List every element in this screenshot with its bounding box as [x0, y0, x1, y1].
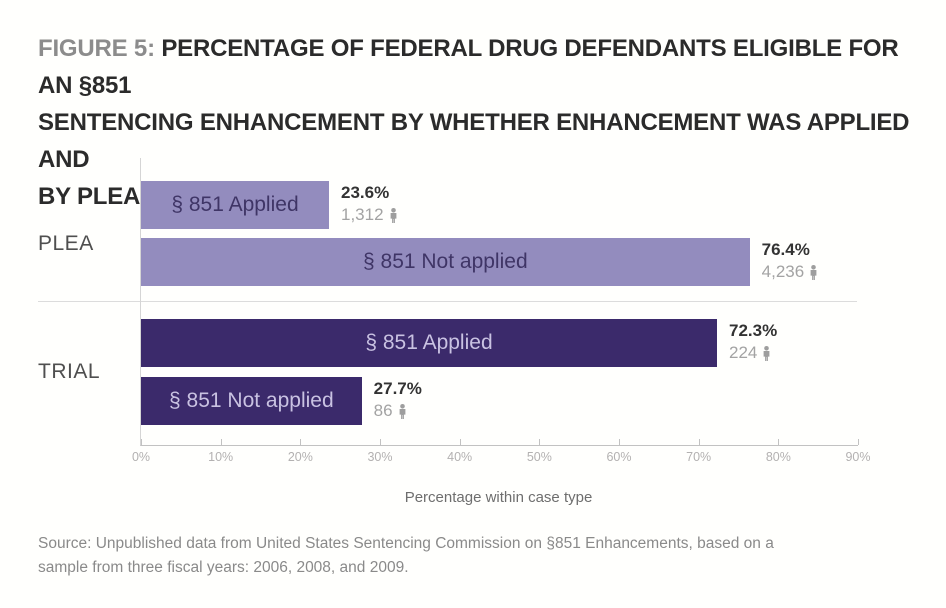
- person-icon: [810, 264, 817, 280]
- bar-plea-applied: § 851 Applied: [141, 181, 329, 229]
- group-label-trial: TRIAL: [38, 360, 101, 383]
- bar-label: § 851 Applied: [365, 331, 493, 354]
- x-axis-tick: [220, 439, 222, 445]
- bar-label: § 851 Applied: [171, 193, 299, 216]
- bar-trial-applied: § 851 Applied: [141, 319, 717, 367]
- x-axis-tick: [379, 439, 381, 445]
- bar-label: § 851 Not applied: [363, 250, 528, 273]
- percent-label: 27.7%: [373, 379, 422, 398]
- x-tick-label: 40%: [447, 450, 473, 464]
- x-tick-label: 0%: [131, 450, 151, 464]
- percent-label: 76.4%: [761, 240, 810, 259]
- count-label: 224: [729, 341, 777, 365]
- count-label: 4,236: [762, 260, 819, 284]
- x-tick-label: 20%: [287, 450, 313, 464]
- x-tick-label: 60%: [606, 450, 632, 464]
- bar-trial-not-applied: § 851 Not applied: [141, 377, 362, 425]
- bar-row-plea-applied: § 851 Applied 23.6% 1,312: [141, 181, 858, 229]
- title-line-2: SENTENCING ENHANCEMENT BY WHETHER ENHANC…: [38, 109, 910, 173]
- x-axis-tick: [459, 439, 461, 445]
- value-block: 76.4% 4,236: [762, 238, 819, 284]
- person-icon: [399, 403, 405, 419]
- bar-row-plea-not-applied: § 851 Not applied 76.4% 4,236: [141, 238, 858, 286]
- count-label: 1,312: [341, 203, 398, 227]
- person-icon: [390, 207, 396, 223]
- x-tick-label: 90%: [845, 450, 871, 464]
- bar-row-trial-not-applied: § 851 Not applied 27.7% 86: [141, 377, 858, 425]
- figure-label: FIGURE 5:: [38, 35, 155, 62]
- x-axis-tick: [698, 439, 700, 445]
- source-line-2: sample from three fiscal years: 2006, 20…: [38, 559, 409, 576]
- person-icon: [763, 345, 770, 361]
- count-label: 86: [374, 399, 422, 423]
- plot-area: § 851 Applied 23.6% 1,312 § 851 Not appl…: [132, 158, 871, 464]
- group-label-plea: PLEA: [38, 232, 94, 255]
- x-tick-label: 50%: [526, 450, 552, 464]
- percent-label: 72.3%: [728, 321, 778, 340]
- bar-label: § 851 Not applied: [169, 389, 334, 412]
- x-tick-label: 70%: [686, 450, 712, 464]
- x-axis-tick: [141, 439, 142, 445]
- source-line-1: Source: Unpublished data from United Sta…: [38, 535, 774, 552]
- x-axis-tick: [539, 439, 541, 445]
- bar-plea-not-applied: § 851 Not applied: [141, 238, 750, 286]
- source-note: Source: Unpublished data from United Sta…: [38, 532, 918, 580]
- x-axis-tick: [778, 439, 780, 445]
- title-line-1: FIGURE 5: PERCENTAGE OF FEDERAL DRUG DEF…: [38, 30, 918, 104]
- percent-label: 23.6%: [341, 183, 390, 202]
- value-block: 27.7% 86: [374, 377, 422, 423]
- bar-row-trial-applied: § 851 Applied 72.3% 224: [141, 319, 858, 367]
- x-axis-caption: Percentage within case type: [404, 489, 593, 506]
- value-block: 23.6% 1,312: [341, 181, 398, 227]
- value-block: 72.3% 224: [729, 319, 777, 365]
- x-axis-tick: [858, 439, 859, 445]
- x-tick-label: 80%: [765, 450, 791, 464]
- x-tick-label: 30%: [367, 450, 393, 464]
- group-separator-line: [38, 301, 857, 302]
- x-tick-label: 10%: [208, 450, 234, 464]
- x-axis-tick: [619, 439, 620, 445]
- x-axis-tick: [300, 439, 302, 445]
- title-text: PERCENTAGE OF FEDERAL DRUG DEFENDANTS EL…: [38, 35, 899, 99]
